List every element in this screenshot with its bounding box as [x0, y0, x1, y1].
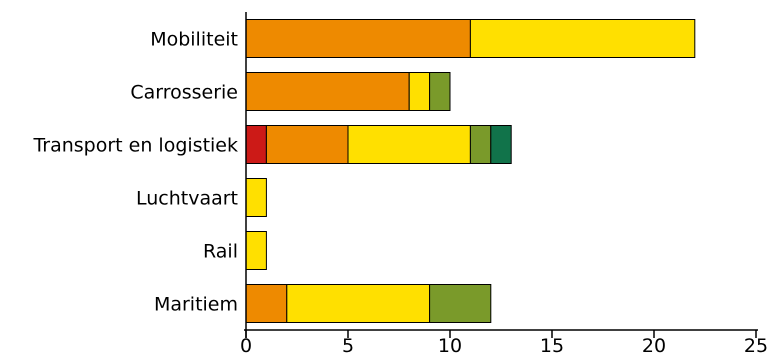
bar-segment-carrosserie-1	[245, 72, 410, 111]
bar-segment-transport-en-logistiek-2	[347, 125, 471, 164]
category-label-luchtvaart: Luchtvaart	[136, 188, 238, 210]
bar-segment-transport-en-logistiek-0	[245, 125, 267, 164]
x-tick-label-0: 0	[240, 335, 252, 356]
category-label-rail: Rail	[203, 241, 238, 263]
x-tick-label-15: 15	[540, 335, 564, 356]
bar-segment-transport-en-logistiek-4	[490, 125, 512, 164]
x-tick-label-20: 20	[642, 335, 666, 356]
x-tick-label-10: 10	[438, 335, 462, 356]
bar-segment-mobiliteit-1	[245, 19, 471, 58]
category-label-carrosserie: Carrosserie	[130, 82, 238, 104]
bar-segment-maritiem-3	[429, 284, 492, 323]
category-labels: Mobiliteit Carrosserie Transport en logist…	[32, 29, 238, 316]
bar-segment-luchtvaart-2	[245, 178, 267, 217]
bar-segment-mobiliteit-2	[469, 19, 696, 58]
bar-segment-carrosserie-3	[429, 72, 451, 111]
bar-segment-transport-en-logistiek-1	[265, 125, 349, 164]
x-tick-label-25: 25	[744, 335, 767, 356]
x-tick-label-5: 5	[342, 335, 354, 356]
category-label-maritiem: Maritiem	[154, 294, 238, 316]
bar-segment-rail-2	[245, 231, 267, 270]
x-axis-ticks: 0 5 10 15 20 25	[240, 330, 767, 356]
category-label-transport-en-logistiek: Transport en logistiek	[32, 135, 238, 157]
category-label-mobiliteit: Mobiliteit	[150, 29, 238, 51]
bars-group	[245, 19, 696, 323]
bar-segment-maritiem-2	[286, 284, 431, 323]
bar-segment-transport-en-logistiek-3	[469, 125, 492, 164]
bar-segment-carrosserie-2	[408, 72, 431, 111]
bar-segment-maritiem-1	[245, 284, 288, 323]
